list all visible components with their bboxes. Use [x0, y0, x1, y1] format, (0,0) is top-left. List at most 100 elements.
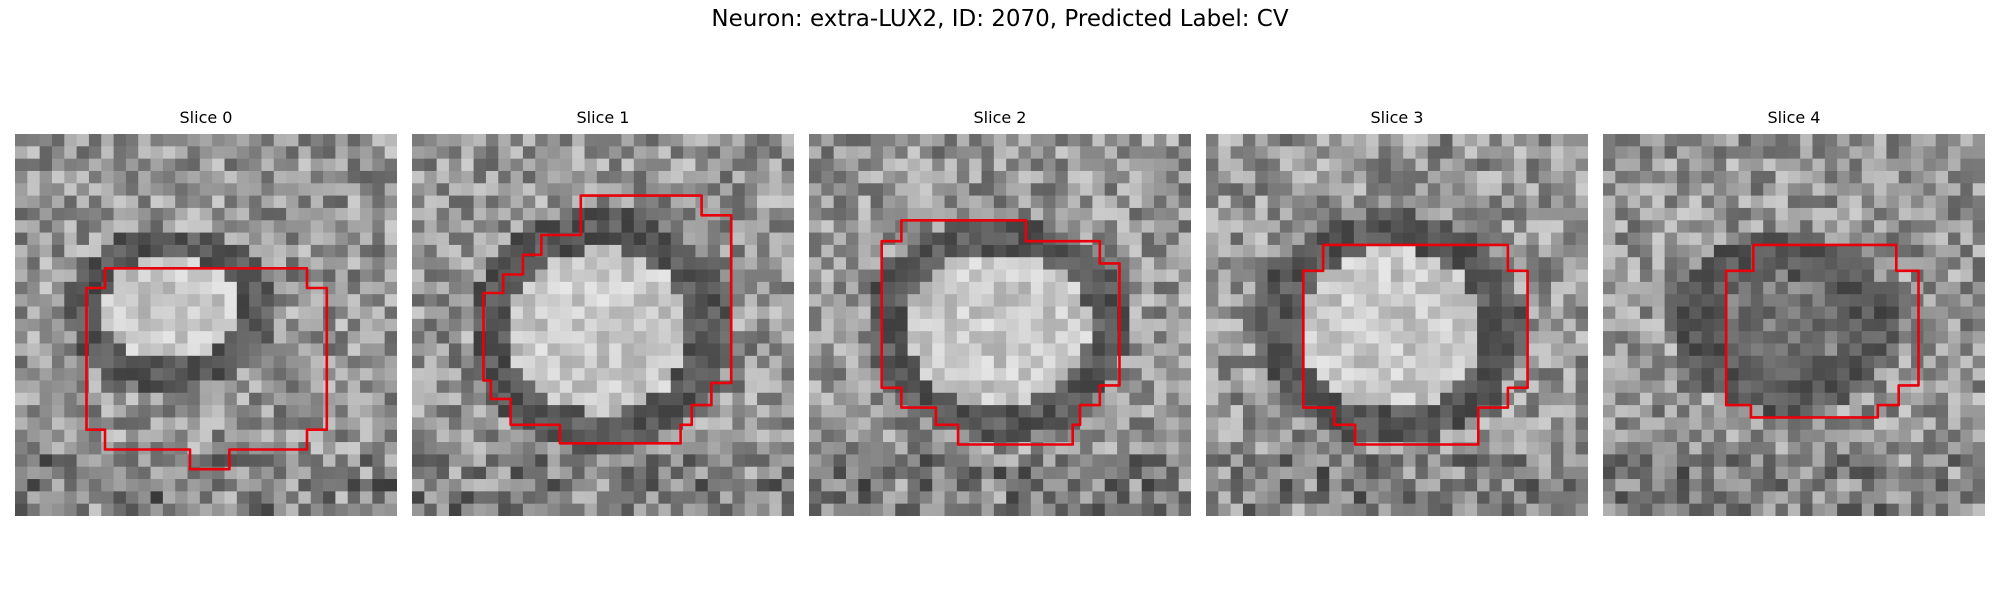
pixel: [535, 170, 548, 184]
pixel: [1489, 220, 1503, 233]
pixel: [1750, 146, 1764, 160]
pixel: [1055, 257, 1069, 270]
pixel: [1639, 479, 1653, 492]
pixel: [323, 146, 336, 160]
pixel: [1812, 281, 1826, 295]
pixel: [1501, 491, 1515, 505]
pixel: [1055, 220, 1069, 233]
pixel: [1960, 134, 1974, 147]
pixel: [436, 392, 450, 406]
pixel: [956, 429, 970, 443]
pixel: [249, 454, 262, 468]
pixel: [448, 244, 462, 258]
pixel: [621, 355, 635, 369]
pixel: [833, 491, 847, 505]
pixel: [273, 405, 287, 418]
pixel: [882, 479, 896, 492]
pixel: [249, 158, 262, 172]
pixel: [1639, 158, 1653, 172]
pixel: [1526, 392, 1540, 406]
pixel: [1615, 281, 1629, 295]
pixel: [1030, 257, 1044, 270]
pixel: [448, 220, 462, 233]
pixel: [1676, 207, 1690, 221]
pixel: [1292, 183, 1305, 197]
pixel: [310, 207, 324, 221]
pixel: [39, 207, 53, 221]
pixel: [1279, 170, 1293, 184]
pixel: [473, 134, 487, 147]
pixel: [1615, 466, 1629, 480]
pixel: [757, 294, 770, 307]
pixel: [809, 491, 822, 505]
pixel: [858, 466, 872, 480]
pixel: [781, 503, 794, 516]
pixel: [858, 269, 872, 283]
pixel: [895, 195, 908, 209]
pixel: [1874, 491, 1887, 505]
pixel: [1824, 294, 1838, 307]
pixel: [1218, 220, 1232, 233]
pixel: [1304, 220, 1318, 233]
pixel: [646, 306, 659, 320]
pixel: [670, 158, 684, 172]
pixel: [384, 380, 397, 394]
pixel: [1935, 392, 1949, 406]
pixel: [596, 355, 610, 369]
pixel: [1726, 220, 1739, 233]
pixel: [769, 442, 783, 455]
pixel: [744, 442, 758, 455]
pixel: [1464, 220, 1478, 233]
pixel: [412, 368, 425, 381]
pixel: [101, 429, 114, 443]
pixel: [1898, 281, 1912, 295]
pixel: [1713, 368, 1727, 381]
pixel: [633, 479, 647, 492]
pixel: [424, 392, 438, 406]
pixel: [1824, 405, 1838, 418]
pixel: [993, 355, 1007, 369]
pixel: [1501, 306, 1515, 320]
pixel: [1242, 368, 1256, 381]
pixel: [360, 269, 373, 283]
pixel: [1812, 220, 1826, 233]
pixel: [833, 134, 847, 147]
pixel: [707, 146, 721, 160]
pixel: [1972, 466, 1985, 480]
pixel: [845, 503, 859, 516]
pixel: [981, 170, 995, 184]
pixel: [412, 281, 425, 295]
pixel: [1403, 183, 1416, 197]
pixel: [1575, 207, 1588, 221]
pixel: [1676, 232, 1690, 246]
pixel: [1316, 281, 1330, 295]
pixel: [646, 429, 659, 443]
pixel: [870, 146, 884, 160]
pixel: [1676, 158, 1690, 172]
pixel: [360, 429, 373, 443]
pixel: [51, 355, 65, 369]
pixel: [1154, 207, 1167, 221]
pixel: [162, 491, 176, 505]
pixel: [1030, 491, 1044, 505]
pixel: [845, 491, 859, 505]
pixel: [1849, 343, 1863, 357]
pixel: [273, 417, 287, 431]
pixel: [39, 368, 53, 381]
pixel: [919, 244, 933, 258]
pixel: [1129, 281, 1143, 295]
pixel: [1886, 503, 1900, 516]
pixel: [1676, 454, 1690, 468]
pixel: [212, 331, 225, 344]
pixel: [1960, 183, 1974, 197]
pixel: [360, 257, 373, 270]
pixel: [833, 405, 847, 418]
pixel: [1329, 491, 1342, 505]
pixel: [833, 503, 847, 516]
pixel: [522, 503, 536, 516]
pixel: [360, 183, 373, 197]
pixel: [584, 429, 598, 443]
pixel: [1551, 146, 1564, 160]
pixel: [1267, 343, 1281, 357]
pixel: [286, 503, 299, 516]
